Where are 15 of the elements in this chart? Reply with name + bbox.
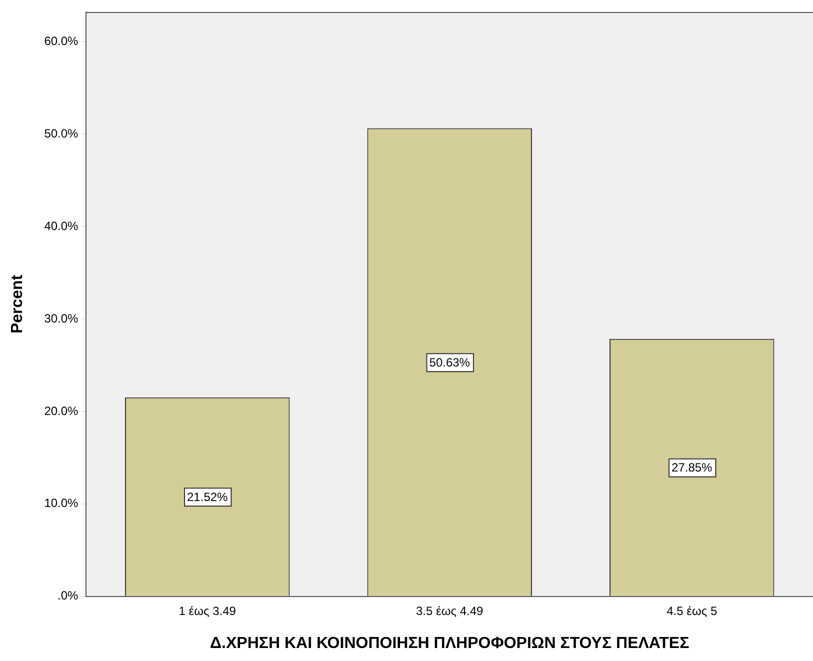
y-tick-label: 30.0% bbox=[44, 311, 79, 326]
data-label: 50.63% bbox=[429, 355, 470, 370]
y-tick-label: 10.0% bbox=[44, 496, 79, 510]
x-tick-label: 1 έως 3.49 bbox=[178, 604, 236, 618]
data-label: 27.85% bbox=[672, 460, 713, 475]
y-axis-title: Percent bbox=[9, 274, 26, 334]
x-tick-label: 3.5 έως 4.49 bbox=[416, 604, 484, 618]
y-tick-label: .0% bbox=[58, 588, 79, 603]
x-axis-title: Δ.ΧΡΗΣΗ ΚΑΙ ΚΟΙΝΟΠΟΙΗΣΗ ΠΛΗΡΟΦΟΡΙΩΝ ΣΤΟΥΣ ΠΕΛΑΤΕΣ bbox=[210, 634, 690, 652]
y-tick-label: 50.0% bbox=[44, 126, 79, 140]
y-tick-label: 20.0% bbox=[44, 404, 79, 418]
x-tick-label: 4.5 έως 5 bbox=[666, 604, 718, 618]
data-label: 21.52% bbox=[187, 490, 228, 504]
y-tick-label: 60.0% bbox=[44, 34, 79, 48]
y-tick-label: 40.0% bbox=[44, 218, 79, 233]
